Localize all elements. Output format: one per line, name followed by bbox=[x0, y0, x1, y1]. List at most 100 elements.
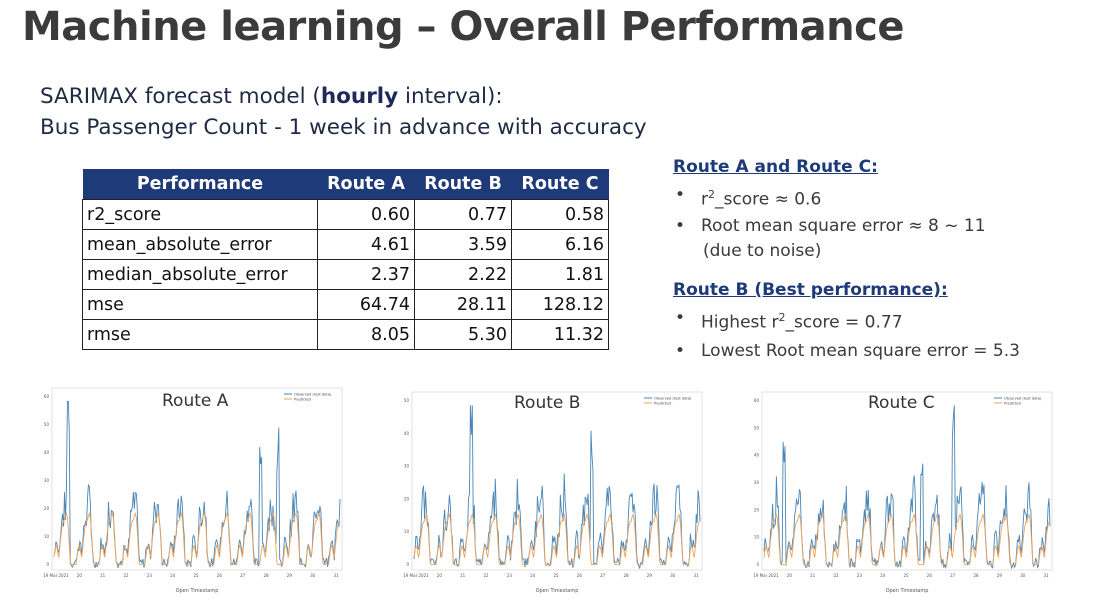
observed-series-line bbox=[413, 405, 701, 570]
x-tick-label: 22 bbox=[123, 573, 129, 578]
note-item: Root mean square error ≈ 8 ~ 11 bbox=[673, 213, 986, 239]
legend-label-predicted: Predicted bbox=[1004, 402, 1021, 406]
x-tick-label: 19 Mar 2021 bbox=[403, 573, 429, 578]
y-tick-label: 50 bbox=[754, 425, 760, 430]
subtitle-bold-word: hourly bbox=[320, 84, 399, 109]
x-tick-label: 19 Mar 2021 bbox=[43, 573, 69, 578]
metric-name: mean_absolute_error bbox=[82, 229, 318, 260]
y-tick-label: 30 bbox=[44, 478, 50, 483]
slide-title: Machine learning – Overall Performance bbox=[22, 4, 904, 50]
metric-value: 3.59 bbox=[414, 229, 512, 260]
x-tick-label: 31 bbox=[693, 573, 699, 578]
chart-route-c-plot: 60 50 40 30 20 10 0 19 Mar 2021 20 21 22 23 24 25 26 27… bbox=[753, 391, 1053, 594]
table-row: mse 64.74 28.11 128.12 bbox=[82, 289, 609, 320]
chart-route-a-plot: 60 50 40 30 20 10 0 19 Mar 2021 20 21 22 23 24 25 26 27… bbox=[43, 387, 343, 594]
y-tick-label: 0 bbox=[756, 562, 759, 567]
x-axis-label: Open Timestamp bbox=[536, 588, 579, 594]
x-tick-label: 26 bbox=[927, 573, 933, 578]
y-tick-label: 50 bbox=[44, 422, 50, 427]
y-tick-label: 40 bbox=[404, 431, 410, 436]
metric-value: 6.16 bbox=[511, 229, 609, 260]
metric-value: 0.77 bbox=[414, 199, 512, 230]
x-tick-label: 29 bbox=[997, 573, 1003, 578]
x-tick-label: 29 bbox=[647, 573, 653, 578]
y-tick-label: 10 bbox=[754, 535, 760, 540]
subtitle-line-2: Bus Passenger Count - 1 week in advance … bbox=[40, 115, 647, 140]
x-tick-label: 28 bbox=[973, 573, 979, 578]
table-header-row: Performance Route A Route B Route C bbox=[82, 169, 609, 200]
note-text: _score = 0.77 bbox=[785, 312, 903, 333]
x-tick-label: 24 bbox=[530, 573, 536, 578]
y-tick-label: 0 bbox=[406, 562, 409, 567]
table-row: rmse 8.05 5.30 11.32 bbox=[82, 319, 609, 350]
metric-value: 0.58 bbox=[511, 199, 609, 230]
y-tick-label: 60 bbox=[44, 394, 50, 399]
metric-value: 11.32 bbox=[511, 319, 609, 350]
note-continuation: (due to noise) bbox=[703, 240, 822, 261]
metric-name: mse bbox=[82, 289, 318, 320]
x-tick-label: 22 bbox=[483, 573, 489, 578]
y-tick-label: 10 bbox=[44, 534, 50, 539]
note-text: r bbox=[701, 189, 708, 210]
metric-name: median_absolute_error bbox=[82, 259, 318, 290]
note-text: _score ≈ 0.6 bbox=[715, 189, 822, 210]
performance-table: Performance Route A Route B Route C r2_s… bbox=[82, 169, 609, 350]
chart-route-b-plot: 50 40 30 20 10 0 19 Mar 2021 20 21 22 23 24 25 26 27 28… bbox=[403, 391, 703, 594]
x-tick-label: 24 bbox=[880, 573, 886, 578]
x-tick-label: 31 bbox=[1043, 573, 1049, 578]
y-tick-label: 20 bbox=[754, 507, 760, 512]
legend-label-observed: Observed (test data) bbox=[1004, 397, 1042, 401]
subtitle-text: SARIMAX forecast model ( bbox=[40, 84, 321, 109]
predicted-series-line bbox=[763, 513, 1051, 566]
x-tick-label: 26 bbox=[577, 573, 583, 578]
x-axis-label: Open Timestamp bbox=[886, 588, 929, 594]
x-tick-label: 27 bbox=[950, 573, 956, 578]
subtitle-text: interval): bbox=[398, 84, 503, 109]
metric-value: 1.81 bbox=[511, 259, 609, 290]
x-tick-label: 26 bbox=[217, 573, 223, 578]
predicted-series-line bbox=[413, 513, 701, 566]
y-tick-label: 0 bbox=[46, 562, 49, 567]
x-tick-label: 28 bbox=[623, 573, 629, 578]
note-item: Lowest Root mean square error = 5.3 bbox=[673, 338, 1020, 364]
x-tick-label: 30 bbox=[670, 573, 676, 578]
notes-list: r2_score ≈ 0.6 Root mean square error ≈ … bbox=[673, 182, 986, 263]
table-row: mean_absolute_error 4.61 3.59 6.16 bbox=[82, 229, 609, 260]
chart-route-b: 50 40 30 20 10 0 19 Mar 2021 20 21 22 23 24 25 26 27 28… bbox=[396, 382, 706, 596]
header-route-c: Route C bbox=[511, 169, 609, 200]
notes-list: Highest r2_score = 0.77 Lowest Root mean… bbox=[673, 305, 1020, 364]
note-item: Highest r2_score = 0.77 bbox=[673, 305, 1020, 336]
chart-route-label: Route B bbox=[514, 393, 580, 413]
y-tick-label: 10 bbox=[404, 529, 410, 534]
x-tick-label: 30 bbox=[310, 573, 316, 578]
y-tick-label: 20 bbox=[44, 506, 50, 511]
metric-value: 8.05 bbox=[317, 319, 415, 350]
metric-value: 2.37 bbox=[317, 259, 415, 290]
y-tick-label: 40 bbox=[44, 450, 50, 455]
y-tick-label: 40 bbox=[754, 453, 760, 458]
note-superscript: 2 bbox=[708, 188, 715, 201]
metric-value: 64.74 bbox=[317, 289, 415, 320]
plot-area bbox=[51, 387, 343, 571]
x-tick-label: 30 bbox=[1020, 573, 1026, 578]
y-tick-label: 50 bbox=[404, 398, 410, 403]
x-tick-label: 31 bbox=[333, 573, 339, 578]
x-tick-label: 23 bbox=[857, 573, 863, 578]
x-tick-label: 25 bbox=[903, 573, 909, 578]
y-tick-label: 60 bbox=[754, 398, 760, 403]
chart-route-a: 60 50 40 30 20 10 0 19 Mar 2021 20 21 22 23 24 25 26 27… bbox=[36, 378, 346, 596]
x-tick-label: 19 Mar 2021 bbox=[753, 573, 779, 578]
x-tick-label: 29 bbox=[287, 573, 293, 578]
metric-value: 5.30 bbox=[414, 319, 512, 350]
table-row: median_absolute_error 2.37 2.22 1.81 bbox=[82, 259, 609, 290]
y-tick-label: 30 bbox=[404, 464, 410, 469]
metric-value: 28.11 bbox=[414, 289, 512, 320]
legend-label-observed: Observed (test data) bbox=[654, 397, 692, 401]
x-tick-label: 28 bbox=[263, 573, 269, 578]
header-performance: Performance bbox=[82, 169, 318, 200]
predicted-series-line bbox=[53, 511, 341, 566]
notes-route-a-c: Route A and Route C: r2_score ≈ 0.6 Root… bbox=[673, 157, 986, 263]
x-tick-label: 25 bbox=[193, 573, 199, 578]
x-tick-label: 25 bbox=[553, 573, 559, 578]
chart-route-label: Route C bbox=[868, 393, 935, 413]
